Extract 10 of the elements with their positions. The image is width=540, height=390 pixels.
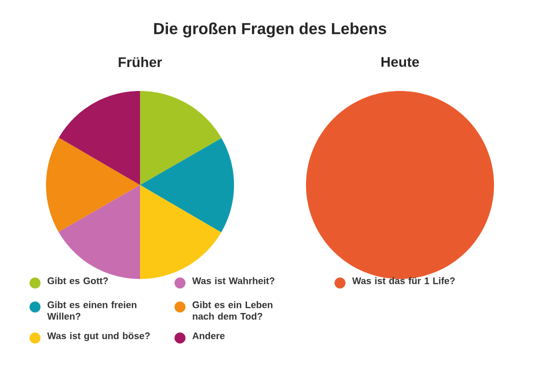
chart-title: Die großen Fragen des Lebens [154,22,386,38]
legend-label: Was ist Wahrheit? [192,277,274,284]
legend-label: Gibt es ein Leben nach dem Tod? [192,301,272,320]
chart-subtitle: Früher [118,56,162,68]
legend-label: Gibt es Gott? [48,277,108,284]
legend-label: Was ist gut und böse? [47,332,150,342]
legend-label: Was ist das für 1 Life? [352,277,455,284]
legend-label: Gibt es einen freien Willen? [47,301,136,320]
chart-title: Heute [381,57,419,67]
legend-label: Andere [192,332,225,340]
